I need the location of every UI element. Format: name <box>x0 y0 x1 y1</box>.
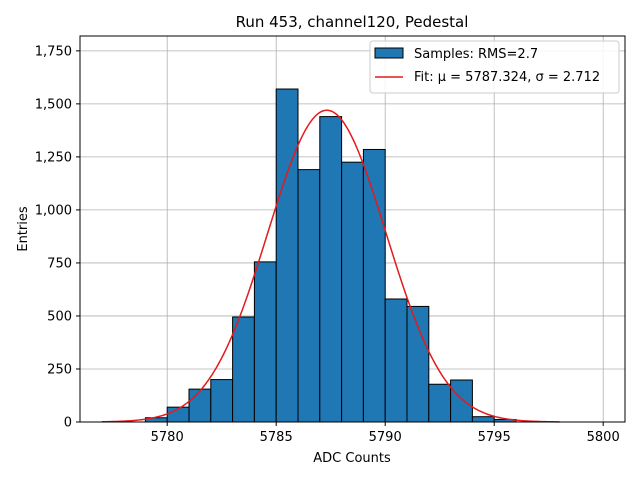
legend-box <box>369 40 620 94</box>
y-tick-label: 250 <box>47 362 72 377</box>
histogram-bar <box>341 161 364 423</box>
x-tick-label: 5780 <box>151 430 184 445</box>
histogram-bar <box>406 305 430 423</box>
y-axis-ticks: 0 250 500 750 1,000 1,250 1,500 1,750 <box>35 44 80 431</box>
y-tick-label: 750 <box>47 256 72 271</box>
y-tick-label: 1,500 <box>35 97 72 112</box>
histogram-bar <box>210 379 234 423</box>
x-tick-label: 5790 <box>369 430 402 445</box>
y-tick-label: 1,750 <box>35 44 72 59</box>
y-tick-label: 0 <box>64 416 72 431</box>
x-axis-label: ADC Counts <box>313 451 391 466</box>
histogram-bar <box>275 88 299 423</box>
plot-frame <box>79 35 626 423</box>
legend-swatch-samples <box>374 47 404 59</box>
histogram-bar <box>362 148 386 423</box>
histogram-bars <box>144 88 517 423</box>
histogram-bar <box>450 379 473 423</box>
histogram-bar <box>471 416 495 423</box>
chart-title: Run 453, channel120, Pedestal <box>236 13 469 31</box>
legend-label-fit: Fit: μ = 5787.324, σ = 2.712 <box>414 70 600 85</box>
histogram-bar <box>384 298 408 423</box>
histogram-bar <box>319 116 343 423</box>
histogram-bar <box>188 388 212 423</box>
histogram-bar <box>253 261 277 423</box>
y-tick-label: 1,000 <box>35 203 72 218</box>
legend-label-samples: Samples: RMS=2.7 <box>414 47 538 62</box>
x-tick-label: 5795 <box>478 430 511 445</box>
y-tick-label: 500 <box>47 309 72 324</box>
histogram-bar <box>232 316 255 423</box>
x-tick-label: 5800 <box>587 430 620 445</box>
y-tick-label: 1,250 <box>35 150 72 165</box>
x-tick-label: 5785 <box>260 430 293 445</box>
legend: Samples: RMS=2.7 Fit: μ = 5787.324, σ = … <box>369 40 620 94</box>
gaussian-fit-line <box>101 109 560 423</box>
y-axis-label: Entries <box>16 206 31 252</box>
histogram-bar <box>297 169 321 423</box>
histogram-bar <box>428 383 452 423</box>
x-axis-ticks: 5780 5785 5790 5795 5800 <box>151 422 620 445</box>
